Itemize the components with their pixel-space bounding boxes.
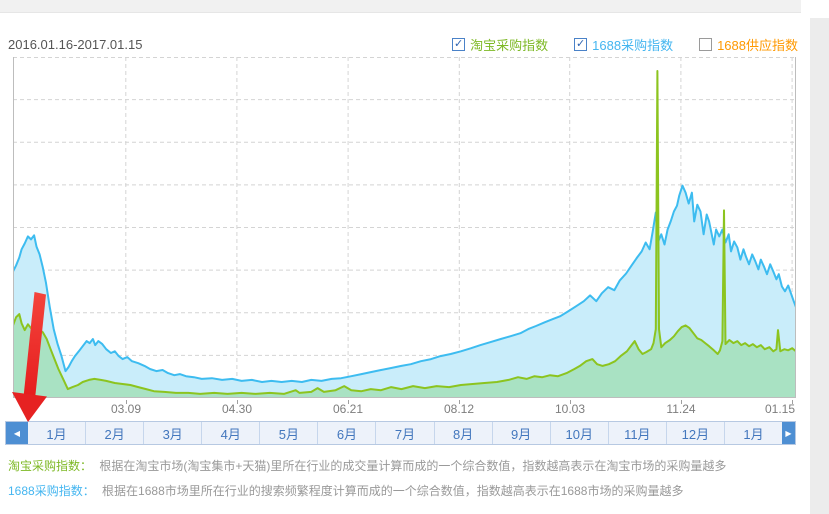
page-scroll-gutter[interactable] [810, 18, 829, 514]
month-cell-7[interactable]: 7月 [375, 422, 434, 444]
month-cell-8[interactable]: 8月 [433, 422, 492, 444]
line-taobao-purchase [13, 70, 796, 395]
month-cell-2[interactable]: 2月 [85, 422, 144, 444]
chart-header: 2016.01.16-2017.01.15 ✓ 淘宝采购指数 ✓ 1688采购指数 16… [8, 35, 798, 53]
note-taobao-label: 淘宝采购指数： [8, 459, 93, 473]
month-cell-12[interactable]: 12月 [665, 422, 724, 444]
note-taobao-text: 根据在淘宝市场(淘宝集市+天猫)里所在行业的成交量计算而成的一个综合数值，指数越… [99, 459, 727, 473]
checkbox-checked-icon[interactable]: ✓ [574, 37, 588, 51]
x-axis-label: 08.12 [443, 402, 475, 416]
legend-checkbox-1[interactable]: ✓ 淘宝采购指数 [452, 35, 548, 54]
note-1688-label: 1688采购指数： [8, 484, 95, 498]
index-descriptions: 淘宝采购指数： 根据在淘宝市场(淘宝集市+天猫)里所在行业的成交量计算而成的一个… [8, 454, 808, 504]
red-arrow-annotation-icon [12, 292, 47, 422]
x-axis-label: 11.24 [666, 402, 696, 416]
checkbox-unchecked-icon[interactable] [699, 37, 713, 51]
legend-checkbox-2[interactable]: ✓ 1688采购指数 [574, 35, 673, 54]
x-axis-tick [681, 400, 682, 404]
x-axis-label: 06.21 [332, 402, 364, 416]
month-nav-next-button[interactable]: ▶ [782, 422, 795, 444]
note-1688: 1688采购指数： 根据在1688市场里所在行业的搜索频繁程度计算而成的一个综合… [8, 479, 808, 504]
x-axis-labels: 03.09 04.30 06.21 08.12 10.03 11.24 01.15 [13, 400, 796, 416]
chart-plot[interactable] [13, 57, 796, 398]
month-cell-11[interactable]: 11月 [607, 422, 666, 444]
x-axis-tick [570, 400, 571, 404]
x-axis-label: 01.15 [764, 402, 796, 416]
area-index-1688-purchase [13, 185, 796, 398]
x-axis-label: 10.03 [554, 402, 586, 416]
month-cell-3[interactable]: 3月 [143, 422, 202, 444]
note-1688-text: 根据在1688市场里所在行业的搜索频繁程度计算而成的一个综合数值，指数越高表示在… [102, 484, 684, 498]
legend-checkbox-label: 1688供应指数 [717, 37, 798, 53]
x-axis-label: 04.30 [221, 402, 253, 416]
x-axis-tick [237, 400, 238, 404]
date-range-label: 2016.01.16-2017.01.15 [8, 36, 143, 52]
checkbox-checked-icon[interactable]: ✓ [452, 37, 466, 51]
x-axis-tick [348, 400, 349, 404]
area-taobao-purchase [13, 71, 796, 398]
month-cell-1[interactable]: 1月 [28, 422, 86, 444]
month-cell-4[interactable]: 4月 [201, 422, 260, 444]
month-cell-10[interactable]: 10月 [549, 422, 608, 444]
month-nav-prev-button[interactable]: ◀ [6, 422, 28, 444]
month-cell-5[interactable]: 5月 [259, 422, 318, 444]
month-cell-6[interactable]: 6月 [317, 422, 376, 444]
legend-checkboxes: ✓ 淘宝采购指数 ✓ 1688采购指数 1688供应指数 [452, 35, 798, 54]
x-axis-tick [792, 400, 793, 404]
x-axis-tick [126, 400, 127, 404]
x-axis-tick [459, 400, 460, 404]
month-cell-9[interactable]: 9月 [491, 422, 550, 444]
month-cells: 1月 2月 3月 4月 5月 6月 7月 8月 9月 10月 11月 12月 1月 [28, 422, 783, 444]
page-top-bar [0, 0, 801, 13]
note-taobao: 淘宝采购指数： 根据在淘宝市场(淘宝集市+天猫)里所在行业的成交量计算而成的一个… [8, 454, 808, 479]
month-cell-13[interactable]: 1月 [723, 422, 783, 444]
month-nav: ◀ 1月 2月 3月 4月 5月 6月 7月 8月 9月 10月 11月 12月 1月 ▶ [5, 421, 796, 445]
legend-checkbox-label: 淘宝采购指数 [470, 37, 549, 53]
x-axis-label: 03.09 [110, 402, 142, 416]
legend-checkbox-label: 1688采购指数 [592, 37, 674, 53]
legend-checkbox-3[interactable]: 1688供应指数 [699, 35, 798, 54]
